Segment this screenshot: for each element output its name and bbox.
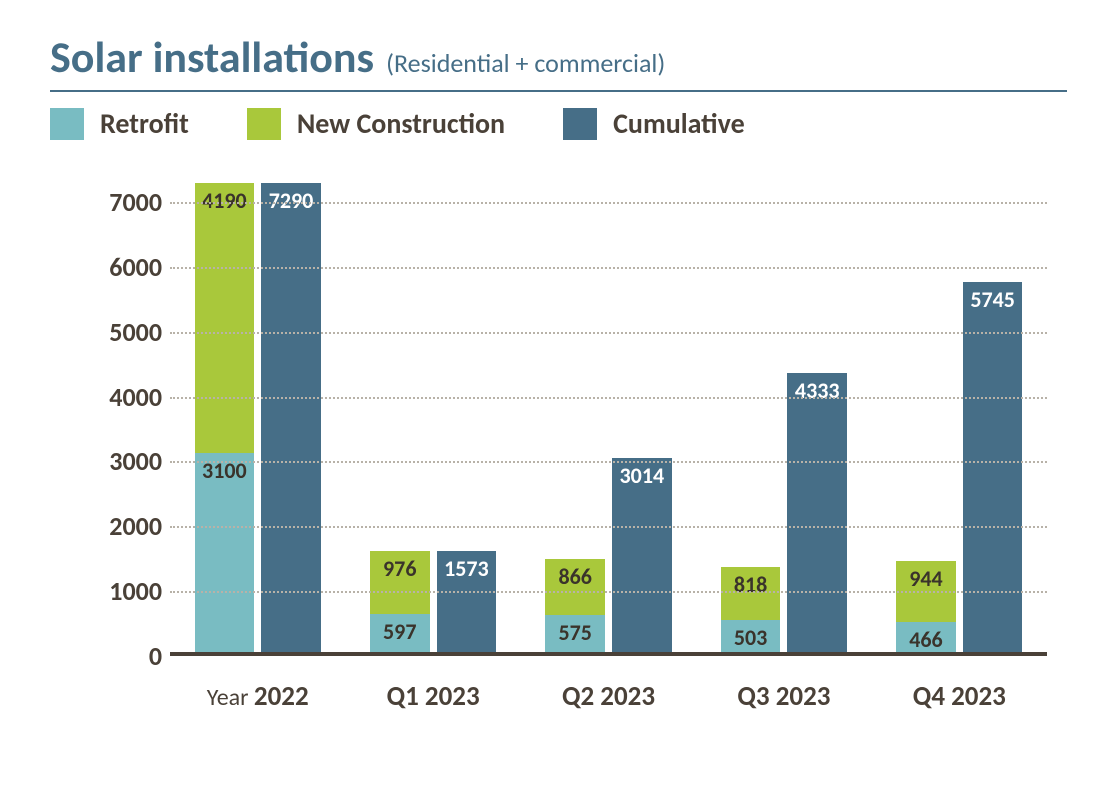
cumulative-bar: 3014 [612, 458, 672, 652]
legend-item: Retrofit [50, 106, 189, 141]
title-row: Solar installations (Residential + comme… [50, 30, 1067, 92]
cumulative-value-label: 3014 [612, 462, 672, 489]
stacked-bar: 818 503 [721, 567, 781, 652]
xaxis-prefix: Year [207, 683, 254, 712]
new-construction-segment: 818 [721, 567, 781, 620]
retrofit-segment: 575 [545, 615, 605, 652]
ytick-label: 5000 [72, 316, 162, 348]
xaxis-main-label: Q3 2023 [737, 680, 830, 713]
legend-swatch [247, 108, 281, 140]
xaxis-main-label: Q2 2023 [562, 680, 655, 713]
bars-layer: 4190 3100 7290 976 597 1573 866 575 3014 818 503 43… [170, 176, 1047, 652]
xaxis-category-label: Q3 2023 [696, 666, 871, 736]
bar-group: 866 575 3014 [521, 176, 696, 652]
xaxis-category-label: Year 2022 [170, 666, 345, 736]
retrofit-segment: 3100 [195, 453, 255, 652]
retrofit-value-label: 575 [545, 619, 605, 646]
xaxis-category-label: Q2 2023 [521, 666, 696, 736]
new-construction-segment: 4190 [195, 183, 255, 453]
stacked-bar: 944 466 [896, 561, 956, 652]
gridline [170, 202, 1047, 204]
new-construction-value-label: 818 [721, 571, 781, 598]
retrofit-value-label: 597 [370, 618, 430, 645]
ytick-label: 4000 [72, 381, 162, 413]
xaxis-category-label: Q1 2023 [345, 666, 520, 736]
bar-group: 976 597 1573 [345, 176, 520, 652]
cumulative-bar: 1573 [437, 551, 497, 652]
legend-label: Cumulative [613, 106, 745, 141]
chart-subtitle: (Residential + commercial) [386, 47, 665, 79]
xaxis-main-label: 2022 [254, 680, 309, 713]
cumulative-bar: 5745 [963, 282, 1023, 652]
bar-group: 4190 3100 7290 [170, 176, 345, 652]
gridline [170, 267, 1047, 269]
gridline [170, 461, 1047, 463]
ytick-label: 7000 [72, 186, 162, 218]
x-axis: Year 2022 Q1 2023 Q2 2023 Q3 2023 Q4 2023 [170, 666, 1047, 736]
new-construction-segment: 976 [370, 551, 430, 614]
xaxis-main-label: Q1 2023 [387, 680, 480, 713]
stacked-bar: 866 575 [545, 559, 605, 652]
ytick-label: 6000 [72, 251, 162, 283]
cumulative-value-label: 4333 [787, 377, 847, 404]
new-construction-value-label: 976 [370, 555, 430, 582]
new-construction-value-label: 866 [545, 563, 605, 590]
new-construction-value-label: 4190 [195, 187, 255, 214]
retrofit-segment: 503 [721, 620, 781, 652]
cumulative-bar: 4333 [787, 373, 847, 652]
ytick-label: 2000 [72, 510, 162, 542]
new-construction-segment: 866 [545, 559, 605, 615]
new-construction-value-label: 944 [896, 565, 956, 592]
ytick-label: 0 [72, 640, 162, 672]
legend-item: Cumulative [563, 106, 745, 141]
gridline [170, 397, 1047, 399]
retrofit-segment: 466 [896, 622, 956, 652]
ytick-label: 1000 [72, 575, 162, 607]
legend-item: New Construction [247, 106, 505, 141]
legend-swatch [50, 108, 84, 140]
chart-title: Solar installations [50, 30, 374, 84]
ytick-label: 3000 [72, 445, 162, 477]
legend-label: Retrofit [100, 106, 189, 141]
retrofit-value-label: 503 [721, 624, 781, 651]
bar-group: 944 466 5745 [872, 176, 1047, 652]
xaxis-main-label: Q4 2023 [913, 680, 1006, 713]
stacked-bar: 4190 3100 [195, 183, 255, 652]
legend-swatch [563, 108, 597, 140]
plot-area: 4190 3100 7290 976 597 1573 866 575 3014 818 503 43… [170, 176, 1047, 656]
gridline [170, 526, 1047, 528]
cumulative-value-label: 5745 [963, 286, 1023, 313]
cumulative-bar: 7290 [261, 183, 321, 652]
xaxis-category-label: Q4 2023 [872, 666, 1047, 736]
cumulative-value-label: 7290 [261, 187, 321, 214]
gridline [170, 591, 1047, 593]
legend-label: New Construction [297, 106, 505, 141]
chart-area: 0 1000 2000 3000 4000 5000 6000 7000 4190 3100 72… [70, 176, 1067, 736]
bar-group: 818 503 4333 [696, 176, 871, 652]
gridline [170, 332, 1047, 334]
retrofit-value-label: 466 [896, 626, 956, 653]
legend: Retrofit New Construction Cumulative [50, 92, 1067, 141]
stacked-bar: 976 597 [370, 551, 430, 652]
retrofit-segment: 597 [370, 614, 430, 652]
chart-root: Solar installations (Residential + comme… [0, 0, 1117, 793]
cumulative-value-label: 1573 [437, 555, 497, 582]
